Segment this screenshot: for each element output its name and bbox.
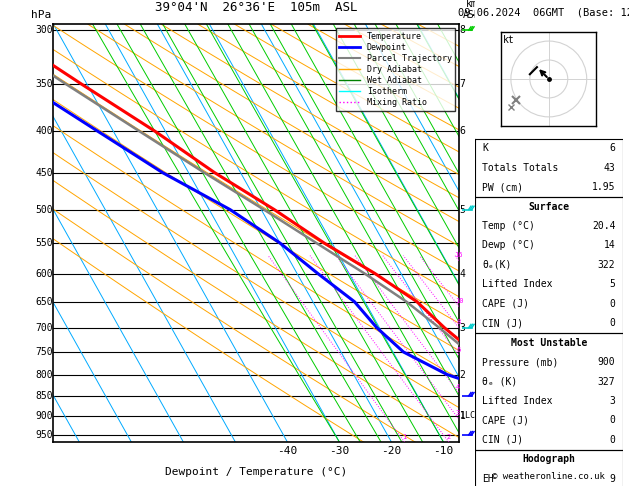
Text: 1: 1 — [403, 434, 407, 440]
Text: 3: 3 — [610, 396, 615, 406]
Text: 6: 6 — [457, 347, 460, 352]
Text: CAPE (J): CAPE (J) — [482, 416, 529, 425]
Text: Hodograph: Hodograph — [522, 454, 576, 464]
Text: Lifted Index: Lifted Index — [482, 396, 553, 406]
Text: 322: 322 — [598, 260, 615, 270]
Text: © weatheronline.co.uk: © weatheronline.co.uk — [493, 472, 605, 481]
Text: 0: 0 — [610, 435, 615, 445]
Text: K: K — [482, 143, 488, 153]
Text: 7: 7 — [460, 79, 465, 89]
Text: 900: 900 — [35, 411, 53, 421]
Text: 2: 2 — [460, 369, 465, 380]
Text: 0: 0 — [610, 416, 615, 425]
Text: 950: 950 — [35, 430, 53, 440]
Text: 5: 5 — [460, 205, 465, 214]
Text: -10: -10 — [433, 447, 454, 456]
Text: 4: 4 — [456, 384, 460, 390]
Text: Dewpoint / Temperature (°C): Dewpoint / Temperature (°C) — [165, 468, 347, 477]
Text: 8: 8 — [457, 319, 460, 325]
Text: 16: 16 — [455, 252, 463, 259]
Text: θₑ(K): θₑ(K) — [482, 260, 511, 270]
Text: Temp (°C): Temp (°C) — [482, 221, 535, 231]
Text: 4: 4 — [460, 269, 465, 278]
Text: kt: kt — [503, 35, 515, 45]
Text: 1LCL: 1LCL — [460, 412, 479, 420]
Text: 3: 3 — [456, 410, 460, 416]
Text: 400: 400 — [35, 126, 53, 136]
Text: 850: 850 — [35, 391, 53, 401]
Text: 8: 8 — [460, 25, 465, 35]
Text: Most Unstable: Most Unstable — [511, 338, 587, 347]
Text: Mixing Ratio (g/kg): Mixing Ratio (g/kg) — [495, 177, 504, 289]
Text: 2: 2 — [447, 434, 451, 440]
Text: 700: 700 — [35, 323, 53, 333]
Text: 43: 43 — [604, 163, 615, 173]
Text: θₑ (K): θₑ (K) — [482, 377, 518, 386]
Text: km
ASL: km ASL — [462, 0, 480, 20]
Text: 6: 6 — [460, 126, 465, 136]
Text: 3: 3 — [460, 323, 465, 333]
Text: 0: 0 — [610, 318, 615, 328]
Text: Surface: Surface — [528, 202, 569, 211]
Text: 14: 14 — [604, 241, 615, 250]
Text: Lifted Index: Lifted Index — [482, 279, 553, 289]
Text: -40: -40 — [277, 447, 298, 456]
Text: 1: 1 — [460, 411, 465, 421]
Text: 450: 450 — [35, 168, 53, 177]
Text: 1.95: 1.95 — [592, 182, 615, 192]
Text: 09.06.2024  06GMT  (Base: 12): 09.06.2024 06GMT (Base: 12) — [458, 7, 629, 17]
Text: hPa: hPa — [31, 10, 52, 20]
Text: 350: 350 — [35, 79, 53, 89]
Text: 500: 500 — [35, 205, 53, 214]
Text: 5: 5 — [610, 279, 615, 289]
Text: 327: 327 — [598, 377, 615, 386]
Text: 650: 650 — [35, 296, 53, 307]
Legend: Temperature, Dewpoint, Parcel Trajectory, Dry Adiabat, Wet Adiabat, Isotherm, Mi: Temperature, Dewpoint, Parcel Trajectory… — [336, 29, 455, 111]
Text: 300: 300 — [35, 25, 53, 35]
Text: 750: 750 — [35, 347, 53, 357]
Text: 0: 0 — [610, 299, 615, 309]
Text: 900: 900 — [598, 357, 615, 367]
Text: 39°04'N  26°36'E  105m  ASL: 39°04'N 26°36'E 105m ASL — [155, 1, 357, 14]
Text: 10: 10 — [455, 298, 463, 304]
Text: 800: 800 — [35, 369, 53, 380]
Text: 550: 550 — [35, 238, 53, 248]
Text: PW (cm): PW (cm) — [482, 182, 523, 192]
Text: 20.4: 20.4 — [592, 221, 615, 231]
Text: -20: -20 — [381, 447, 402, 456]
Text: CIN (J): CIN (J) — [482, 435, 523, 445]
Text: Totals Totals: Totals Totals — [482, 163, 559, 173]
Text: 6: 6 — [610, 143, 615, 153]
Text: Pressure (mb): Pressure (mb) — [482, 357, 559, 367]
Text: EH: EH — [482, 474, 494, 484]
Text: CAPE (J): CAPE (J) — [482, 299, 529, 309]
Text: CIN (J): CIN (J) — [482, 318, 523, 328]
Text: 9: 9 — [610, 474, 615, 484]
Text: 600: 600 — [35, 269, 53, 278]
Text: Dewp (°C): Dewp (°C) — [482, 241, 535, 250]
Text: -30: -30 — [330, 447, 350, 456]
